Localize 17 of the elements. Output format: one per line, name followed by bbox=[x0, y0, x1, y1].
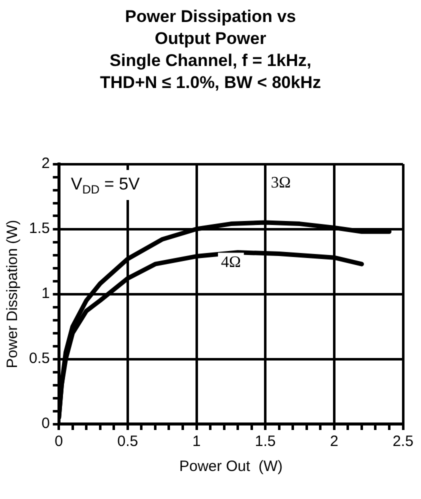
x-tick-label: 0.5 bbox=[117, 433, 138, 450]
y-tick-label: 0 bbox=[42, 415, 50, 432]
y-tick-label: 1 bbox=[42, 285, 50, 302]
chart-title: Power Dissipation vs Output Power bbox=[124, 6, 297, 50]
y-tick-label: 2 bbox=[42, 155, 50, 172]
y-tick-label: 0.5 bbox=[28, 350, 50, 368]
annotation: 3Ω bbox=[270, 174, 291, 192]
x-tick-label: 1 bbox=[192, 433, 201, 450]
x-tick-label: 2 bbox=[330, 433, 338, 450]
annotation: 4Ω bbox=[220, 254, 241, 272]
x-tick-label: 1.5 bbox=[254, 433, 276, 450]
y-tick-label: 1.5 bbox=[28, 220, 50, 238]
x-tick-label: 0 bbox=[54, 433, 64, 450]
x-tick-label: 2.5 bbox=[392, 433, 414, 450]
y-axis-title: Power Dissipation (W) bbox=[4, 220, 22, 368]
x-axis-title: Power Out (W) bbox=[179, 458, 283, 476]
chart-subtitle: Single Channel, f = 1kHz, THD+N ≤ 1.0%, BW < 80kHz bbox=[99, 50, 322, 94]
